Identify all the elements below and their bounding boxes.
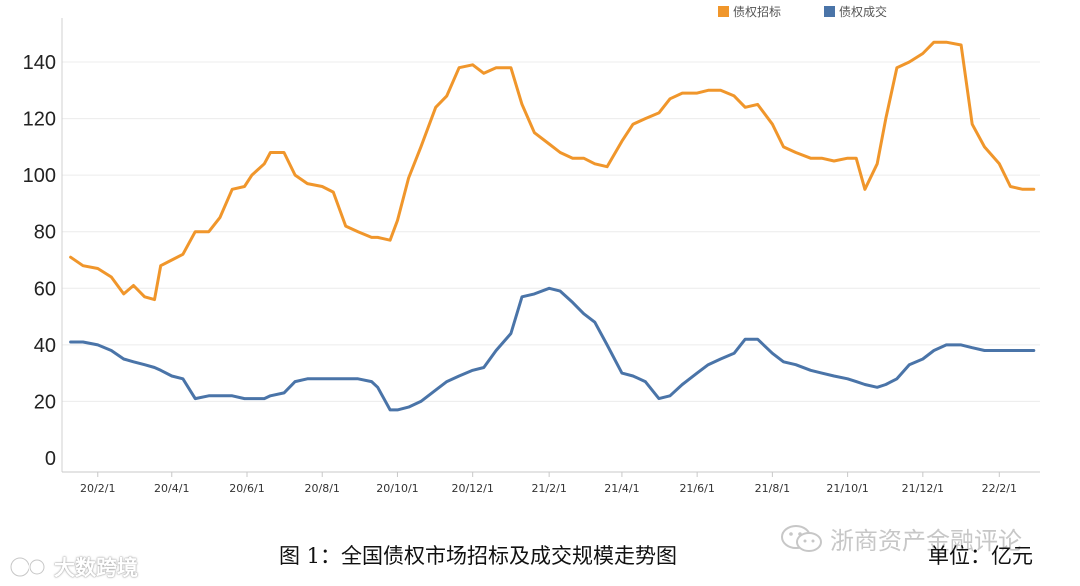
chart-legend: 债权招标 债权成交 <box>718 4 887 19</box>
watermark-logo-icon <box>9 556 46 578</box>
y-tick-label: 20 <box>34 391 56 413</box>
x-tick-label: 22/2/1 <box>982 482 1017 495</box>
y-tick-label: 100 <box>23 165 56 187</box>
unit-label: 单位：亿元 <box>928 544 1033 568</box>
x-tick-label: 21/10/1 <box>826 482 868 495</box>
legend-label: 债权成交 <box>839 4 887 19</box>
series-line-bidding <box>69 40 1036 302</box>
y-tick-label: 120 <box>23 109 56 131</box>
x-tick-label: 20/2/1 <box>80 482 115 495</box>
wechat-account-badge: 浙商资产金融评论 <box>780 521 1022 556</box>
y-tick-label: 80 <box>34 222 56 244</box>
y-tick-label: 0 <box>45 448 56 470</box>
legend-swatch <box>718 6 729 17</box>
legend-swatch <box>824 6 835 17</box>
x-tick-label: 20/4/1 <box>154 482 189 495</box>
x-tick-label: 21/12/1 <box>902 482 944 495</box>
legend-label: 债权招标 <box>733 5 781 19</box>
watermark: 大数跨境 <box>8 552 138 582</box>
x-tick-label: 21/6/1 <box>679 482 714 495</box>
x-tick-label: 20/10/1 <box>376 482 418 495</box>
y-tick-label: 60 <box>34 278 56 300</box>
axis-layer: 0 20 40 60 80 100 120 140 20/2/1 20/4/1 20/6/1 20/8… <box>23 18 1040 495</box>
x-tick-label: 20/12/1 <box>451 482 493 495</box>
wechat-icon <box>781 524 822 552</box>
x-tick-label: 20/6/1 <box>229 482 264 495</box>
wechat-account-name: 浙商资产金融评论 <box>830 527 1022 555</box>
y-tick-label: 140 <box>23 52 56 74</box>
x-tick-label: 21/2/1 <box>531 482 566 495</box>
watermark-text: 大数跨境 <box>54 556 138 580</box>
x-tick-label: 21/8/1 <box>755 482 790 495</box>
x-tick-label: 20/8/1 <box>305 482 340 495</box>
y-tick-label: 40 <box>34 335 56 357</box>
series-line-transaction <box>69 286 1036 412</box>
series-layer <box>69 40 1036 412</box>
x-tick-label: 21/4/1 <box>604 482 639 495</box>
figure-caption: 图 1：全国债权市场招标及成交规模走势图 <box>279 544 678 568</box>
